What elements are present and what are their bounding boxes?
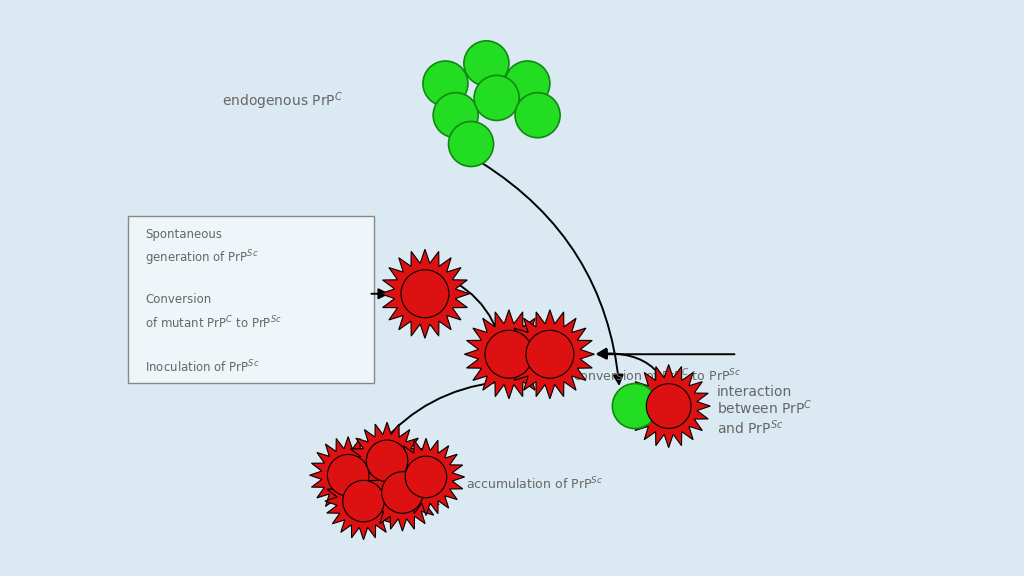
Text: conversion of PrP$^{C}$ to PrP$^{Sc}$: conversion of PrP$^{C}$ to PrP$^{Sc}$ [573,367,741,384]
Ellipse shape [515,93,560,138]
Ellipse shape [464,41,509,86]
Text: and PrP$^{Sc}$: and PrP$^{Sc}$ [717,418,783,437]
Ellipse shape [526,330,573,378]
Ellipse shape [474,75,519,120]
Polygon shape [325,463,402,540]
Polygon shape [348,422,426,499]
Ellipse shape [382,472,423,513]
Text: interaction: interaction [717,385,792,399]
Text: accumulation of PrP$^{Sc}$: accumulation of PrP$^{Sc}$ [466,476,603,492]
Ellipse shape [401,270,449,318]
Ellipse shape [646,384,691,429]
Polygon shape [506,310,594,399]
Text: endogenous PrP$^{C}$: endogenous PrP$^{C}$ [222,90,343,112]
Ellipse shape [433,93,478,138]
Ellipse shape [423,61,468,106]
Text: between PrP$^{C}$: between PrP$^{C}$ [717,399,813,417]
Ellipse shape [485,330,532,378]
Ellipse shape [505,61,550,106]
Ellipse shape [328,454,369,496]
Ellipse shape [406,456,446,498]
Ellipse shape [449,122,494,166]
Polygon shape [387,438,465,516]
Polygon shape [627,365,711,448]
Text: Spontaneous
generation of PrP$^{Sc}$

Conversion
of mutant PrP$^{C}$ to PrP$^{Sc: Spontaneous generation of PrP$^{Sc}$ Con… [145,228,283,375]
Polygon shape [381,249,469,338]
Polygon shape [465,310,553,399]
Ellipse shape [367,440,408,482]
Polygon shape [364,454,441,531]
Polygon shape [309,437,387,514]
Ellipse shape [612,384,657,429]
Ellipse shape [343,480,384,522]
FancyBboxPatch shape [128,216,374,383]
